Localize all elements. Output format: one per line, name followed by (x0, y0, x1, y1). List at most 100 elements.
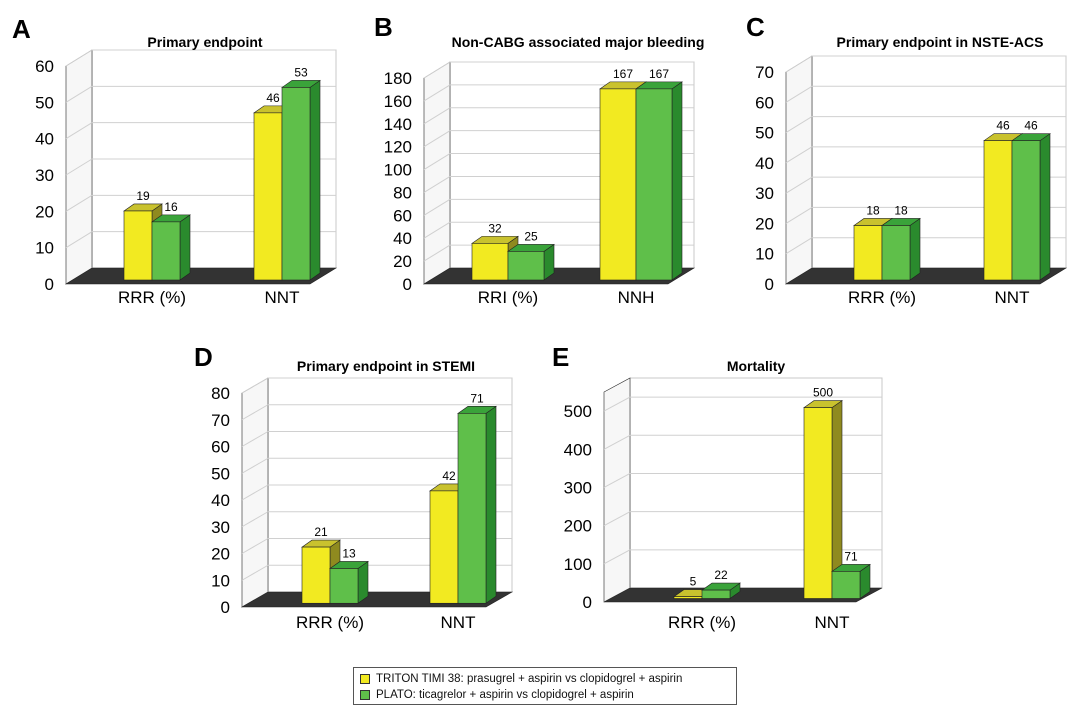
gridline-side (423, 61, 451, 79)
bar (507, 251, 545, 281)
bar (1011, 140, 1041, 281)
y-tick-label: 30 (35, 166, 54, 185)
gridline-side (785, 176, 813, 194)
y-tick-label: 0 (583, 593, 592, 612)
y-tick-label: 50 (35, 93, 54, 112)
legend-item: TRITON TIMI 38: prasugrel + aspirin vs c… (360, 671, 736, 687)
data-label: 18 (894, 203, 908, 217)
gridline-side (241, 457, 269, 474)
panel-letter: A (12, 14, 31, 44)
gridline-side (241, 511, 269, 528)
panel-letter: D (194, 342, 213, 372)
chart-title: Mortality (727, 358, 786, 374)
y-tick-label: 0 (221, 598, 230, 617)
y-tick-label: 50 (211, 464, 230, 483)
bar-side (671, 81, 683, 281)
y-tick-label: 140 (384, 115, 412, 134)
bar (831, 571, 861, 599)
legend-swatch (360, 674, 370, 684)
y-tick-label: 20 (755, 214, 774, 233)
gridline-side (423, 198, 451, 216)
bar (329, 568, 359, 604)
legend-swatch (360, 690, 370, 700)
gridline-side (603, 396, 631, 412)
bar (301, 546, 331, 604)
y-tick-label: 40 (35, 130, 54, 149)
legend-label: TRITON TIMI 38: prasugrel + aspirin vs c… (376, 673, 683, 685)
x-tick-label: RRR (%) (296, 613, 364, 632)
y-tick-label: 500 (564, 402, 592, 421)
chart-title: Primary endpoint in STEMI (297, 358, 475, 374)
y-tick-label: 100 (564, 555, 592, 574)
x-tick-label: RRR (%) (118, 288, 186, 307)
bar-side (909, 217, 921, 281)
bar (635, 88, 673, 281)
y-tick-label: 10 (755, 245, 774, 264)
bar (429, 490, 459, 604)
gridline-side (65, 158, 93, 176)
data-label: 21 (314, 525, 328, 539)
legend-label: PLATO: ticagrelor + aspirin vs clopidogr… (376, 689, 634, 701)
gridline-side (603, 434, 631, 450)
data-label: 25 (524, 229, 538, 243)
chart-svg: 0 10 20 30 40 50 60 70 80 Primary endpoint in STE… (211, 358, 514, 632)
y-tick-label: 40 (393, 229, 412, 248)
x-tick-label: RRI (%) (478, 288, 538, 307)
y-tick-label: 50 (755, 124, 774, 143)
y-tick-label: 300 (564, 478, 592, 497)
x-tick-label: NNH (618, 288, 655, 307)
gridline-side (65, 85, 93, 103)
chart-panel-b: B 0 20 40 60 80 100 120 140 160 180 Non-CABG assoc… (360, 0, 720, 320)
data-label: 500 (813, 386, 833, 400)
data-label: 46 (266, 91, 280, 105)
bar (853, 225, 883, 281)
bar (151, 221, 181, 281)
bar (673, 596, 703, 599)
bar (983, 140, 1013, 281)
y-tick-label: 30 (211, 518, 230, 537)
x-tick-label: RRR (%) (848, 288, 916, 307)
gridline-side (423, 244, 451, 262)
bar-side (179, 214, 191, 281)
gridline-side (423, 221, 451, 239)
gridline-side (785, 85, 813, 103)
y-tick-label: 10 (211, 571, 230, 590)
gridline-side (423, 176, 451, 193)
x-tick-label: RRR (%) (668, 613, 736, 632)
gridline-side (65, 122, 93, 140)
gridline-side (241, 484, 269, 501)
gridline-side (241, 404, 269, 421)
bar (457, 413, 487, 604)
bar-side (309, 79, 321, 281)
y-tick-label: 0 (403, 275, 412, 294)
data-label: 19 (136, 189, 150, 203)
y-tick-label: 120 (384, 138, 412, 157)
gridline-side (785, 237, 813, 255)
data-label: 22 (714, 568, 728, 582)
bar-side (1039, 133, 1051, 281)
chart-panel-e: E 0 100 200 300 400 500 Mortality 5 22 RRR (%) 500… (540, 330, 910, 660)
bar (253, 112, 283, 281)
bar (123, 210, 153, 281)
gridline-side (65, 194, 93, 212)
gridline-side (241, 377, 269, 394)
y-tick-label: 80 (211, 384, 230, 403)
y-tick-label: 20 (393, 252, 412, 271)
data-label: 16 (164, 200, 178, 214)
gridline-side (785, 116, 813, 133)
data-label: 5 (690, 575, 697, 589)
chart-svg: 0 20 40 60 80 100 120 140 160 180 Non-CABG associa… (384, 34, 705, 307)
chart-svg: 0 10 20 30 40 50 60 Primary endpoint 19 16 RRR (%)… (35, 34, 338, 307)
y-tick-label: 400 (564, 440, 592, 459)
y-tick-label: 60 (393, 206, 412, 225)
y-tick-label: 30 (755, 184, 774, 203)
data-label: 167 (649, 67, 669, 81)
panel-letter: C (746, 12, 765, 42)
data-label: 32 (488, 221, 502, 235)
y-tick-label: 20 (35, 202, 54, 221)
gridline-side (423, 84, 451, 102)
gridline-side (423, 107, 451, 125)
panel-letter: B (374, 12, 393, 42)
data-label: 71 (844, 549, 858, 563)
chart-side-wall (603, 377, 631, 603)
